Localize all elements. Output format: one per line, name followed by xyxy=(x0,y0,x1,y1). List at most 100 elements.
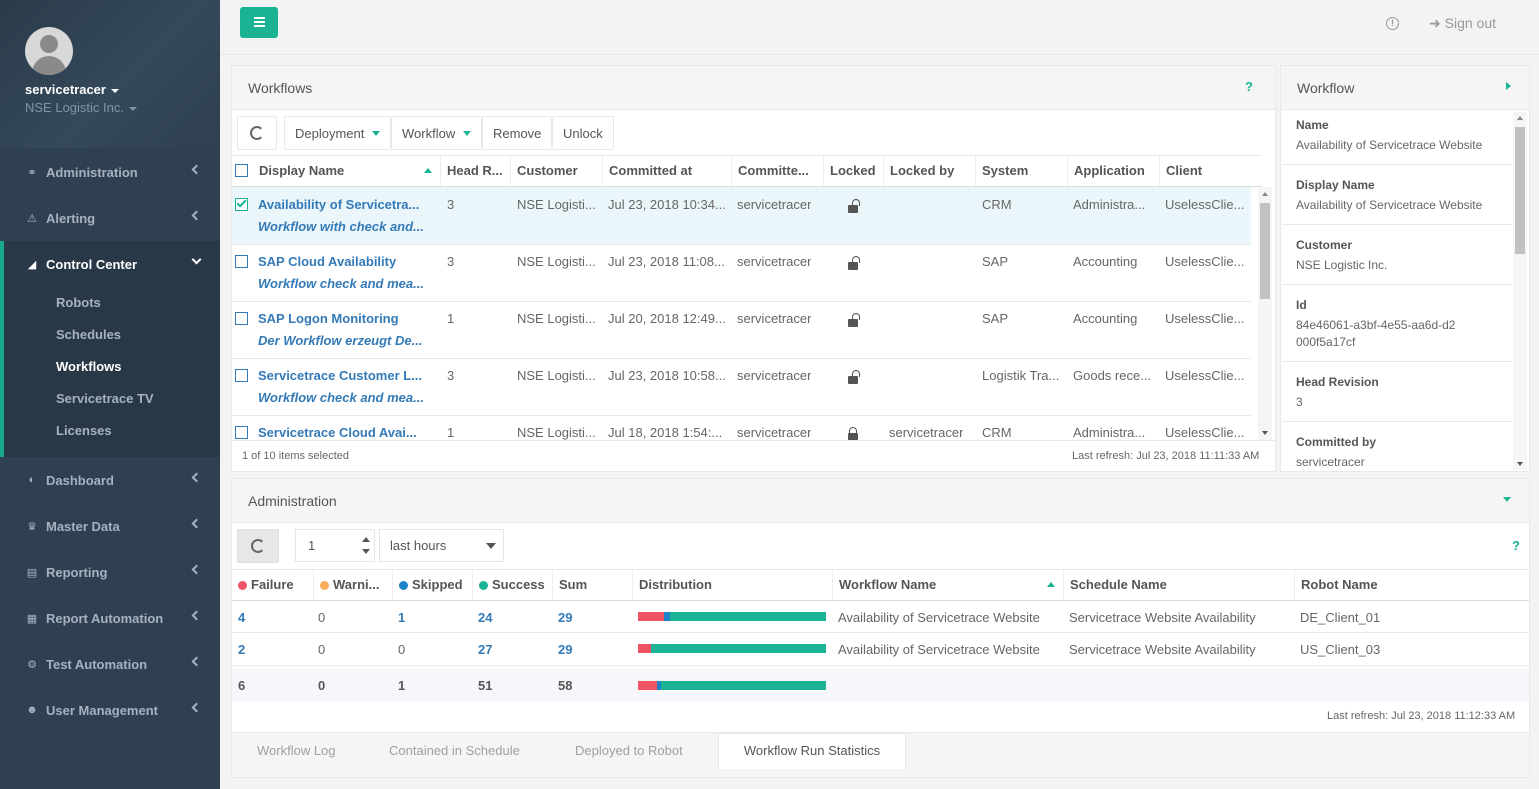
nav-user-management[interactable]: ☻ User Management xyxy=(0,687,220,733)
sum-count-link[interactable]: 29 xyxy=(558,610,573,625)
column-header-skipped[interactable]: Skipped xyxy=(393,570,473,600)
unlock-button[interactable]: Unlock xyxy=(552,116,614,150)
sub-item-workflows[interactable]: Workflows xyxy=(56,359,122,374)
unlocked-icon[interactable] xyxy=(848,313,860,327)
column-header-distribution[interactable]: Distribution xyxy=(633,570,833,600)
avatar[interactable] xyxy=(25,27,73,75)
time-range-select[interactable]: last hours xyxy=(379,529,504,562)
nav-label: Dashboard xyxy=(46,472,114,488)
info-icon[interactable]: ! xyxy=(1386,17,1399,30)
scroll-down-icon[interactable] xyxy=(1517,462,1523,466)
tab-contained-in-schedule[interactable]: Contained in Schedule xyxy=(389,743,520,758)
refresh-button[interactable] xyxy=(237,116,277,150)
nav-master-data[interactable]: ♛ Master Data xyxy=(0,503,220,549)
column-header-client[interactable]: Client xyxy=(1166,163,1203,178)
skipped-count-link[interactable]: 1 xyxy=(398,610,406,625)
workflow-name-link[interactable]: Servicetrace Customer L... xyxy=(258,368,423,383)
hamburger-icon-line xyxy=(254,21,265,23)
workflow-dropdown[interactable]: Workflow xyxy=(391,116,483,150)
column-header-application[interactable]: Application xyxy=(1068,156,1160,186)
nav-administration[interactable]: ⚭ Administration xyxy=(0,149,220,195)
sub-item-schedules[interactable]: Schedules xyxy=(56,327,122,342)
column-header-system[interactable]: System xyxy=(976,156,1068,186)
user-menu[interactable]: servicetracer xyxy=(25,82,119,97)
column-header-locked[interactable]: Locked xyxy=(824,156,884,186)
unlocked-icon[interactable] xyxy=(848,256,860,270)
column-header-customer[interactable]: Customer xyxy=(511,156,603,186)
locked-icon[interactable] xyxy=(848,427,858,440)
workflow-name-link[interactable]: SAP Cloud Availability xyxy=(258,254,397,269)
unlocked-icon[interactable] xyxy=(848,199,860,213)
scroll-up-icon[interactable] xyxy=(1262,192,1268,196)
increment-icon[interactable] xyxy=(362,537,370,542)
hours-count-input[interactable]: 1 xyxy=(295,529,375,562)
row-checkbox[interactable] xyxy=(235,369,248,382)
workflow-name-link[interactable]: Availability of Servicetra... xyxy=(258,197,420,212)
deployment-dropdown[interactable]: Deployment xyxy=(284,116,392,150)
sort-asc-icon xyxy=(1047,582,1055,587)
column-header-warning[interactable]: Warni... xyxy=(314,570,393,600)
table-scrollbar[interactable] xyxy=(1258,187,1272,440)
application: Goods rece... xyxy=(1073,368,1152,383)
column-header-robot-name[interactable]: Robot Name xyxy=(1301,577,1378,592)
column-header-locked-by[interactable]: Locked by xyxy=(884,156,976,186)
column-header-committed-at[interactable]: Committed at xyxy=(603,156,732,186)
nav-control-center[interactable]: ◢ Control Center xyxy=(0,241,220,287)
nav-dashboard[interactable]: ◐ Dashboard xyxy=(0,457,220,503)
scroll-up-icon[interactable] xyxy=(1517,116,1523,120)
company-menu[interactable]: NSE Logistic Inc. xyxy=(25,100,137,115)
help-icon[interactable]: ? xyxy=(1512,538,1520,553)
tab-workflow-run-statistics[interactable]: Workflow Run Statistics xyxy=(718,733,906,769)
nav-reporting[interactable]: ▤ Reporting xyxy=(0,549,220,595)
field-value: 84e46061-a3bf-4e55-aa6d-d2000f5a17cf xyxy=(1296,318,1456,349)
admin-refresh-button[interactable] xyxy=(237,529,279,563)
workflow-name-link[interactable]: SAP Logon Monitoring xyxy=(258,311,399,326)
help-icon[interactable]: ? xyxy=(1245,79,1253,94)
sum-count-link[interactable]: 29 xyxy=(558,642,573,657)
committer: servicetracer xyxy=(737,368,812,383)
sub-item-licenses[interactable]: Licenses xyxy=(56,423,112,438)
decrement-icon[interactable] xyxy=(362,549,370,554)
row-checkbox[interactable] xyxy=(235,312,248,325)
tab-deployed-to-robot[interactable]: Deployed to Robot xyxy=(575,743,683,758)
success-count-link[interactable]: 24 xyxy=(478,610,493,625)
table-row-selected[interactable] xyxy=(232,187,1251,244)
failure-count-link[interactable]: 4 xyxy=(238,610,246,625)
chevron-down-icon xyxy=(486,543,496,549)
scrollbar-thumb[interactable] xyxy=(1260,203,1270,299)
menu-toggle-button[interactable] xyxy=(240,7,278,38)
caret-down-icon[interactable] xyxy=(1503,497,1511,502)
select-all-checkbox[interactable] xyxy=(235,164,248,177)
sub-item-servicetrace-tv[interactable]: Servicetrace TV xyxy=(56,391,154,406)
row-checkbox[interactable] xyxy=(235,426,248,439)
row-checkbox[interactable] xyxy=(235,255,248,268)
table-row[interactable]: Servicetrace Cloud Avai... 1 NSE Logisti… xyxy=(232,416,1251,440)
remove-button[interactable]: Remove xyxy=(482,116,553,150)
detail-scrollbar[interactable] xyxy=(1513,112,1527,470)
column-header-success[interactable]: Success xyxy=(473,570,553,600)
nav-report-automation[interactable]: ▦ Report Automation xyxy=(0,595,220,641)
success-count-link[interactable]: 27 xyxy=(478,642,493,657)
nav-test-automation[interactable]: ⚙ Test Automation xyxy=(0,641,220,687)
caret-right-icon[interactable] xyxy=(1506,82,1511,90)
row-checkbox[interactable] xyxy=(235,197,248,211)
column-header-display-name[interactable]: Display Name xyxy=(253,156,441,186)
sign-out-button[interactable]: ➜ Sign out xyxy=(1429,15,1496,32)
column-header-committer[interactable]: Committe... xyxy=(732,156,824,186)
column-header-failure[interactable]: Failure xyxy=(232,570,314,600)
workflow-label: Workflow xyxy=(402,125,456,141)
workflow-name-link[interactable]: Servicetrace Cloud Avai... xyxy=(258,425,417,440)
scrollbar-thumb[interactable] xyxy=(1515,127,1525,254)
distribution-bar xyxy=(638,612,826,621)
scroll-down-icon[interactable] xyxy=(1262,431,1268,435)
nav-alerting[interactable]: ⚠ Alerting xyxy=(0,195,220,241)
failure-count-link[interactable]: 2 xyxy=(238,642,246,657)
column-header-sum[interactable]: Sum xyxy=(553,570,633,600)
sub-item-robots[interactable]: Robots xyxy=(56,295,101,310)
column-header-schedule-name[interactable]: Schedule Name xyxy=(1064,570,1295,600)
unlocked-icon[interactable] xyxy=(848,370,860,384)
client: UselessClie... xyxy=(1165,368,1245,383)
tab-workflow-log[interactable]: Workflow Log xyxy=(257,743,336,758)
column-header-head-revision[interactable]: Head R... xyxy=(441,156,511,186)
column-header-workflow-name[interactable]: Workflow Name xyxy=(833,570,1064,600)
